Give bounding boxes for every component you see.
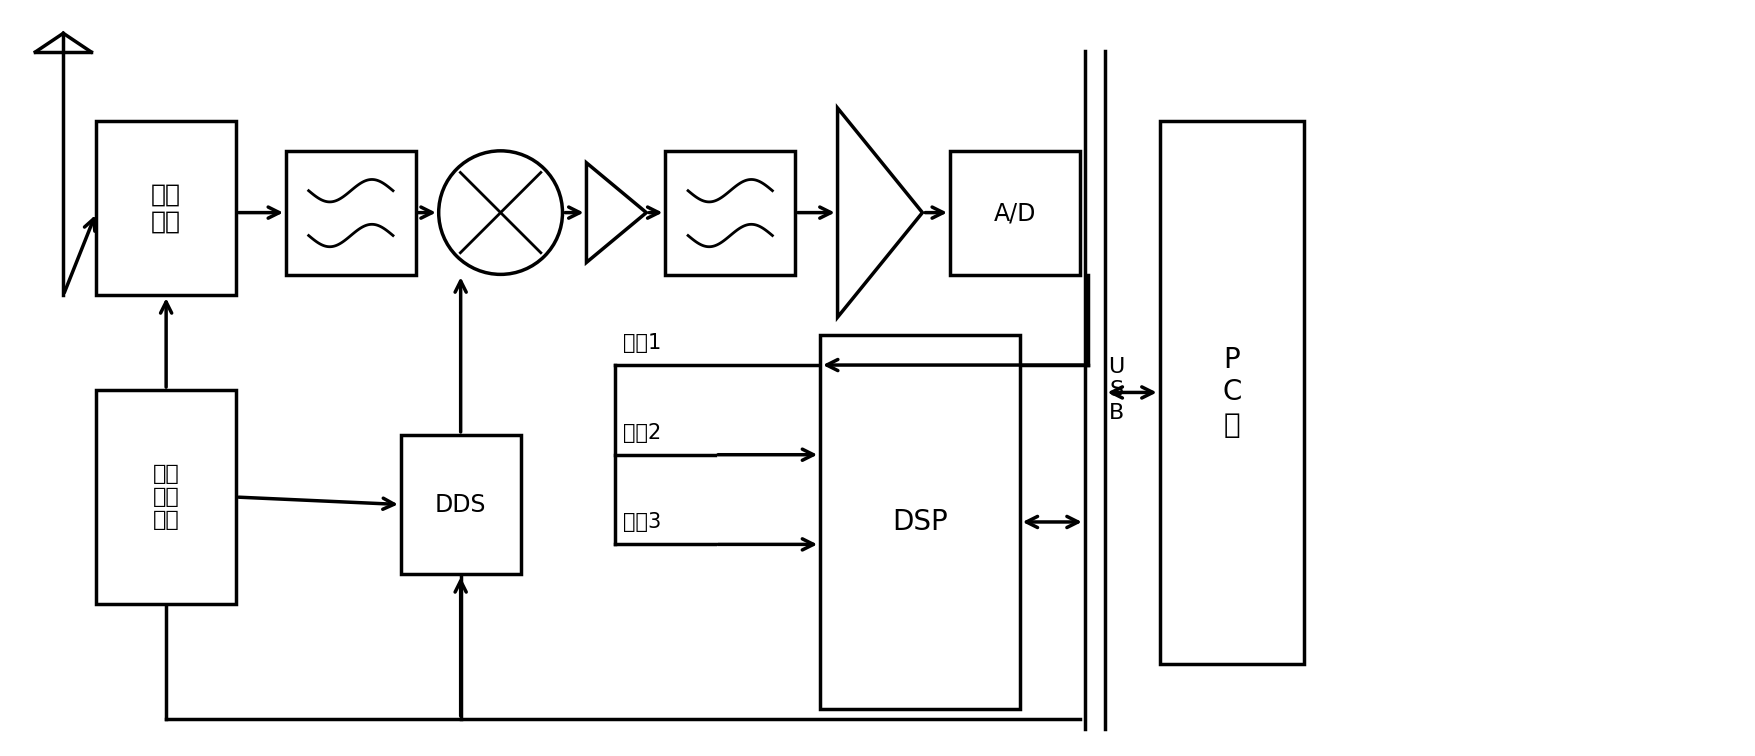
Text: DSP: DSP [892, 508, 948, 536]
Text: 通道1: 通道1 [623, 333, 662, 353]
Text: DDS: DDS [435, 492, 486, 516]
Bar [1160, 121, 1304, 664]
Bar [820, 335, 1020, 709]
Text: A/D: A/D [993, 201, 1035, 225]
Bar [665, 151, 795, 275]
Bar [400, 435, 521, 575]
Bar [97, 121, 235, 296]
Text: 通道2: 通道2 [623, 423, 662, 443]
Text: 收发
开关: 收发 开关 [151, 182, 181, 234]
Text: P
C
机: P C 机 [1221, 346, 1241, 438]
Text: 通道3: 通道3 [623, 513, 662, 532]
Text: U
S
B: U S B [1109, 357, 1125, 423]
Text: 同步
控制
电路: 同步 控制 电路 [153, 464, 179, 530]
Bar [97, 390, 235, 604]
Bar [286, 151, 416, 275]
Bar [949, 151, 1079, 275]
